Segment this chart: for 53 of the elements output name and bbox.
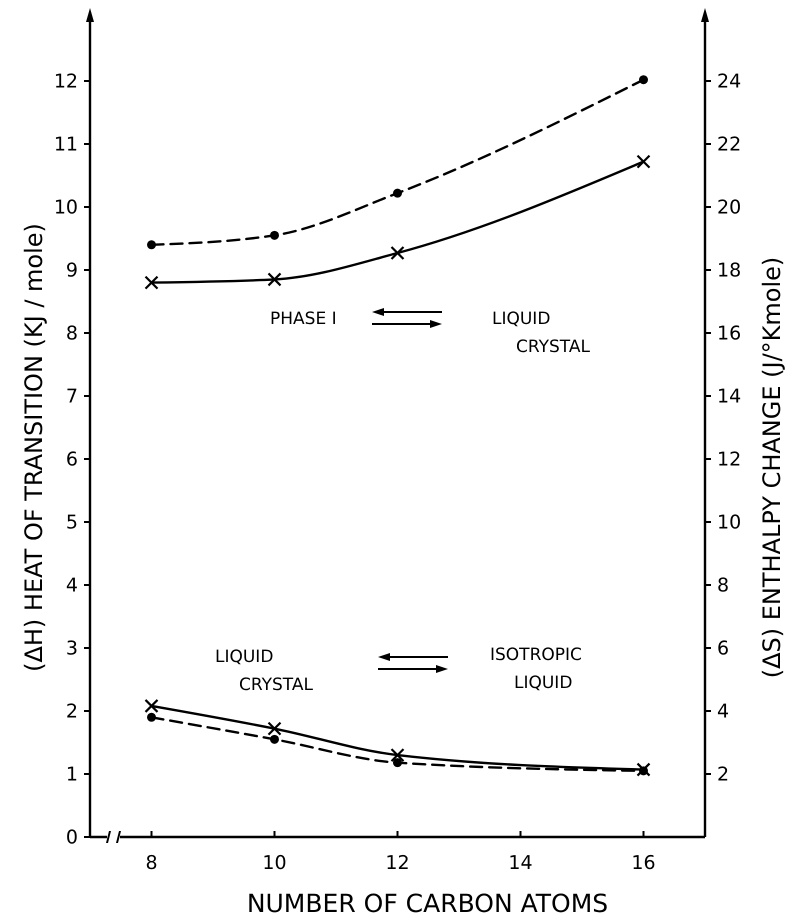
point <box>636 154 651 169</box>
point <box>267 722 282 736</box>
y-tick-label: 3 <box>66 638 78 660</box>
annotation: PHASE I <box>270 309 337 329</box>
x-tick-label: 8 <box>145 852 158 874</box>
y-tick-label: 11 <box>54 134 78 156</box>
point <box>147 240 156 250</box>
annotation: LIQUID CRYSTAL <box>492 309 590 357</box>
point <box>270 230 279 240</box>
point <box>390 748 405 762</box>
y2-tick-label: 14 <box>717 386 742 408</box>
x-axis-title: NUMBER OF CARBON ATOMS <box>246 889 608 918</box>
y-tick-label: 1 <box>66 764 78 786</box>
point <box>636 762 651 777</box>
point <box>147 712 156 722</box>
point <box>390 246 405 260</box>
y-tick-label: 9 <box>66 260 78 282</box>
y-tick-label: 8 <box>66 322 78 345</box>
y-tick-label: 2 <box>66 700 78 723</box>
y2-tick-label: 24 <box>717 70 742 93</box>
x-tick-label: 14 <box>508 852 533 874</box>
y-tick-label: 12 <box>54 70 78 93</box>
point <box>267 272 282 287</box>
y2-tick-label: 12 <box>717 448 742 471</box>
y2-tick-label: 18 <box>717 260 742 282</box>
point <box>393 188 402 198</box>
y-tick-label: 4 <box>66 574 78 597</box>
y2-tick-label: 6 <box>717 638 730 660</box>
y2-tick-label: 4 <box>717 700 730 723</box>
y-axis-title: (ΔH) HEAT OF TRANSITION (KJ / mole) <box>20 223 48 672</box>
x-tick-label: 16 <box>631 852 656 874</box>
y2-tick-label: 16 <box>717 322 742 345</box>
point <box>393 758 402 768</box>
x-tick-label: 12 <box>385 852 410 874</box>
y-tick-label: 5 <box>66 512 78 534</box>
y2-tick-label: 8 <box>717 574 730 597</box>
y-tick-label: 6 <box>66 448 78 471</box>
annotation: LIQUID CRYSTAL <box>215 647 314 695</box>
point <box>270 734 279 744</box>
y-tick-label: 10 <box>54 196 78 219</box>
y-tick-label: 7 <box>66 386 78 408</box>
y2-axis-title: (ΔS) ENTHALPY CHANGE (J/°Kmole) <box>758 256 786 678</box>
y2-tick-label: 2 <box>717 764 730 786</box>
point <box>144 698 159 714</box>
y2-tick-label: 10 <box>717 512 742 534</box>
y2-tick-label: 22 <box>717 134 742 156</box>
y-tick-label: 0 <box>66 826 78 849</box>
x-tick-label: 10 <box>262 852 287 874</box>
point <box>639 766 648 776</box>
y2-tick-label: 20 <box>717 196 742 219</box>
point <box>639 75 648 84</box>
annotation: ISOTROPIC LIQUID <box>490 645 582 693</box>
point <box>144 276 159 290</box>
